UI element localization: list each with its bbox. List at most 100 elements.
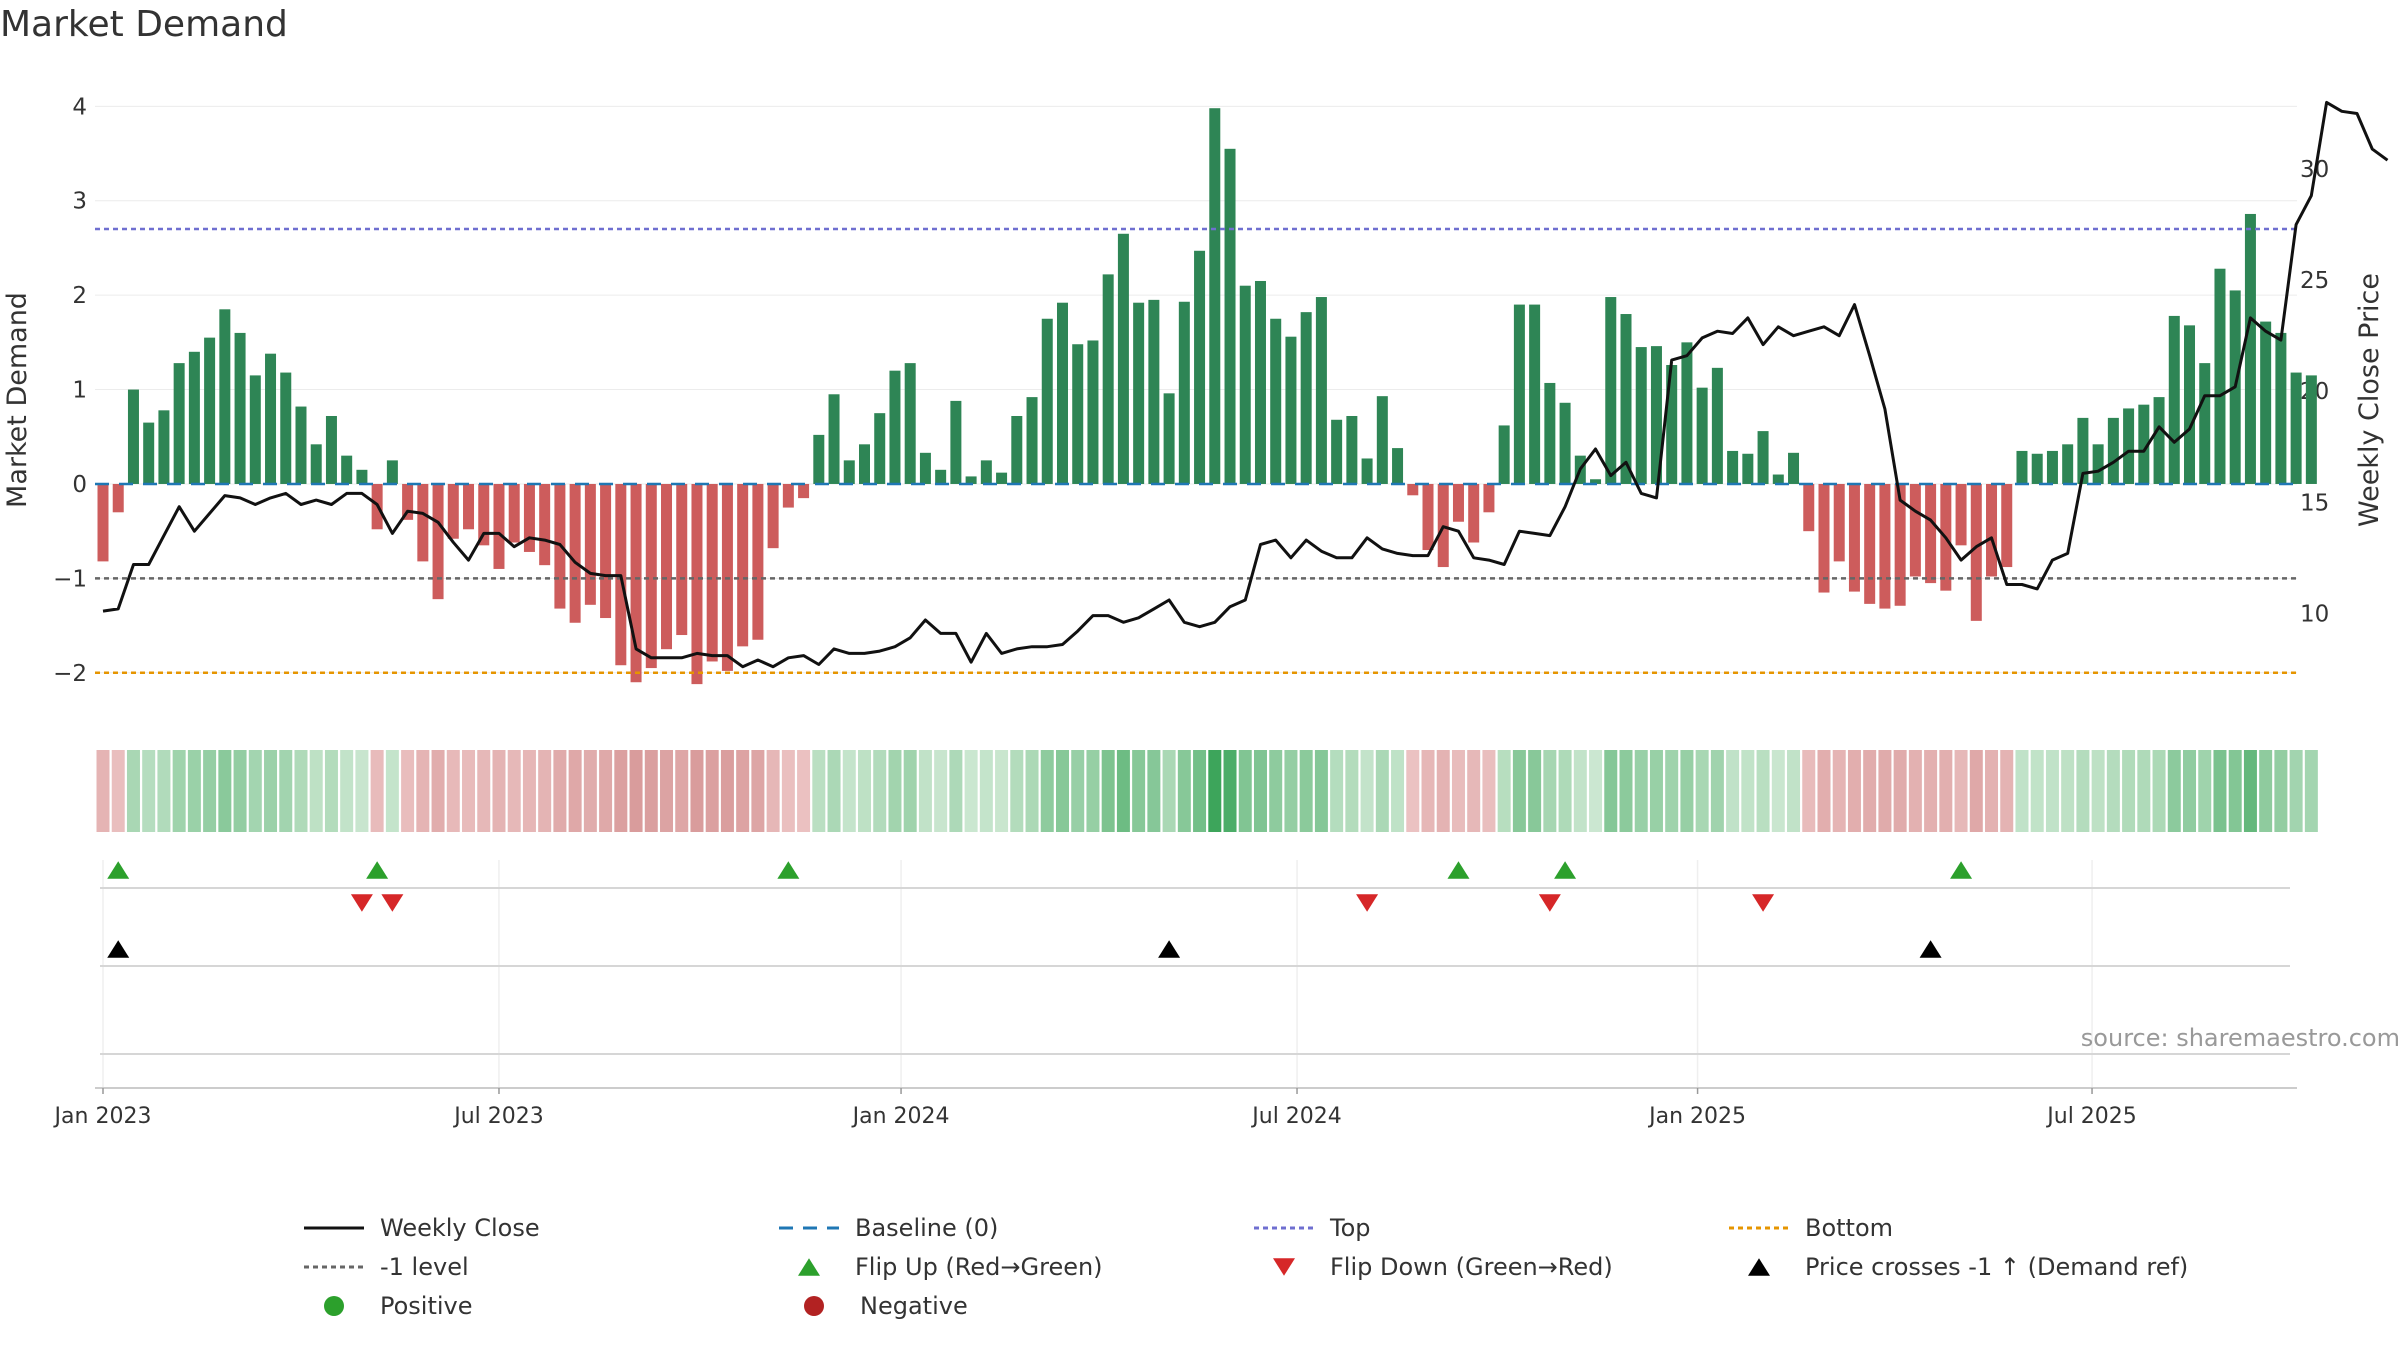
legend-item-minus-one-level: -1 level: [300, 1252, 775, 1282]
legend-symbol: [804, 1295, 824, 1316]
heat-cell: [1451, 750, 1465, 832]
heat-cell: [553, 750, 567, 832]
heat-cell: [1726, 750, 1740, 832]
heat-cell: [111, 750, 125, 832]
demand-bar: [188, 351, 200, 484]
demand-bar: [478, 483, 490, 546]
heat-cell: [2015, 750, 2029, 832]
demand-bar: [1376, 396, 1388, 484]
demand-bar: [417, 483, 429, 562]
heat-cell: [934, 750, 948, 832]
heat-cell: [203, 750, 217, 832]
demand-bar: [1742, 453, 1754, 484]
demand-bar: [1757, 431, 1769, 484]
heat-cell: [2122, 750, 2136, 832]
demand-bar: [859, 444, 870, 484]
heat-cell: [1680, 750, 1694, 832]
flip-up-marker: [366, 861, 389, 879]
demand-bar: [1620, 314, 1632, 484]
y-tick-label: 2: [72, 283, 87, 309]
heat-cell: [1619, 750, 1633, 832]
heat-cell: [1558, 750, 1572, 832]
y2-tick-label: 15: [2300, 490, 2329, 516]
demand-bar: [432, 483, 444, 600]
heat-cell: [1710, 750, 1724, 832]
demand-bar: [280, 372, 292, 484]
y2-tick-label: 10: [2300, 601, 2329, 627]
y-tick-label: 0: [72, 472, 87, 498]
heat-cell: [446, 750, 460, 832]
heat-cell: [1924, 750, 1938, 832]
heat-cell: [2259, 750, 2273, 832]
legend-item-flip-down: Flip Down (Green→Red): [1250, 1252, 1725, 1282]
demand-bar: [1148, 299, 1160, 484]
heat-cell: [1908, 750, 1922, 832]
demand-bar: [2077, 417, 2089, 484]
demand-bar: [2107, 417, 2119, 484]
chart-title: Market Demand: [0, 4, 288, 45]
demand-bar: [965, 476, 977, 484]
source-watermark: source: sharemaestro.com: [2080, 1024, 2400, 1052]
heat-cell: [1330, 750, 1344, 832]
demand-bar: [523, 483, 535, 552]
heat-cell: [751, 750, 765, 832]
demand-bar: [341, 455, 353, 484]
legend-item-top: Top: [1250, 1213, 1725, 1243]
flip-up-marker: [1554, 861, 1577, 879]
demand-bar: [1011, 415, 1023, 484]
heat-cell: [2167, 750, 2181, 832]
heat-cell: [1969, 750, 1983, 832]
demand-bar: [2199, 363, 2211, 484]
demand-bar: [1650, 346, 1662, 484]
demand-bar: [463, 483, 475, 530]
demand-bar: [1483, 483, 1495, 513]
demand-bar: [1772, 474, 1784, 484]
heat-cell: [1025, 750, 1039, 832]
heat-cell: [264, 750, 278, 832]
heat-cell: [2045, 750, 2059, 832]
heat-cell: [2243, 750, 2257, 832]
y-tick-label: 3: [72, 189, 87, 215]
heat-cell: [1817, 750, 1831, 832]
demand-bar: [219, 309, 231, 484]
y2-axis-label: Weekly Close Price: [2354, 273, 2385, 527]
demand-bar: [889, 370, 901, 484]
demand-bar: [2305, 375, 2317, 484]
demand-bar: [1955, 483, 1967, 546]
demand-bar: [1529, 304, 1541, 484]
heat-cell: [979, 750, 993, 832]
legend-item-bottom: Bottom: [1725, 1213, 2200, 1243]
heat-cell: [918, 750, 932, 832]
price-cross-marker: [1919, 940, 1942, 958]
heat-cell: [1208, 750, 1222, 832]
demand-bar: [1498, 425, 1510, 484]
heat-cell: [964, 750, 978, 832]
demand-bar: [782, 483, 794, 508]
demand-bar: [1361, 458, 1373, 484]
demand-bar: [1544, 382, 1556, 484]
heat-cell: [720, 750, 734, 832]
demand-bar: [1864, 483, 1876, 604]
legend-symbol: [324, 1295, 344, 1316]
demand-bar: [1422, 483, 1434, 551]
demand-bar: [828, 394, 840, 484]
heat-cell: [1665, 750, 1679, 832]
demand-bar: [2275, 332, 2287, 484]
heat-cell: [736, 750, 750, 832]
heat-cell: [2061, 750, 2075, 832]
heat-cell: [492, 750, 506, 832]
demand-bar: [1711, 367, 1723, 484]
heat-cell: [1116, 750, 1130, 832]
demand-bar: [737, 483, 749, 647]
demand-bar: [1087, 340, 1099, 484]
heat-cell: [416, 750, 430, 832]
demand-bar: [1833, 483, 1845, 562]
demand-bar: [980, 460, 992, 484]
demand-bar: [402, 483, 414, 520]
heat-cell: [1589, 750, 1603, 832]
heat-cell: [1162, 750, 1176, 832]
demand-bar: [1970, 483, 1982, 621]
demand-bar: [1681, 342, 1693, 484]
legend-symbol-shape: [1273, 1257, 1295, 1276]
x-tick-label: Jan 2024: [851, 1104, 950, 1129]
